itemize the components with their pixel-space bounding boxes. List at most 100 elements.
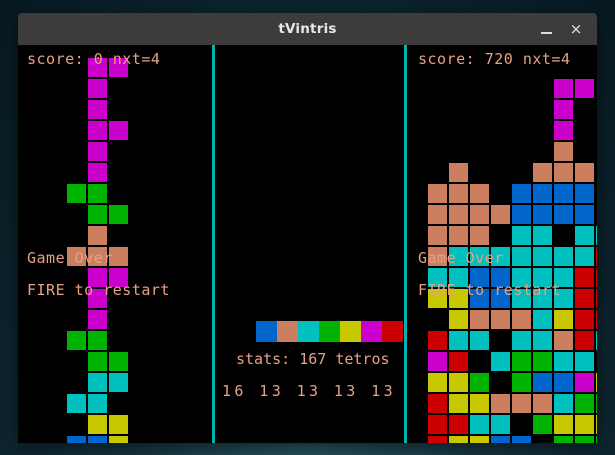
board-cell	[448, 351, 469, 372]
board-cell	[427, 246, 448, 267]
board-cell	[469, 435, 490, 443]
player-left-panel[interactable]: score: 0 nxt=4 Game Over FIRE to restart	[18, 45, 212, 443]
board-cell	[532, 246, 553, 267]
panel-divider-left	[212, 45, 215, 443]
board-cell	[574, 78, 595, 99]
board-cell	[87, 351, 108, 372]
board-cell	[532, 288, 553, 309]
stats-counts: 16 13 13 13 13 11 17	[222, 382, 397, 400]
board-cell	[553, 372, 574, 393]
board-cell	[87, 183, 108, 204]
player-right-restart-prompt: FIRE to restart	[418, 281, 561, 299]
board-cell	[66, 393, 87, 414]
board-cell	[108, 57, 129, 78]
board-cell	[595, 267, 597, 288]
board-cell	[469, 414, 490, 435]
board-cell	[66, 183, 87, 204]
board-cell	[87, 246, 108, 267]
player-right-game-over: Game Over	[418, 249, 504, 267]
tetromino-swatch	[340, 321, 361, 342]
board-cell	[108, 351, 129, 372]
board-cell	[532, 330, 553, 351]
tetromino-swatch	[319, 321, 340, 342]
board-cell	[469, 183, 490, 204]
board-cell	[427, 414, 448, 435]
board-cell	[427, 393, 448, 414]
close-button[interactable]: ×	[563, 13, 589, 45]
board-cell	[448, 204, 469, 225]
board-cell	[574, 414, 595, 435]
board-cell	[87, 204, 108, 225]
board-cell	[66, 246, 87, 267]
board-cell	[448, 267, 469, 288]
board-cell	[574, 162, 595, 183]
board-cell	[574, 393, 595, 414]
board-cell	[511, 246, 532, 267]
board-cell	[532, 162, 553, 183]
board-cell	[469, 246, 490, 267]
board-cell	[448, 225, 469, 246]
player-right-panel[interactable]: score: 720 nxt=4 Game Over FIRE to resta…	[409, 45, 597, 443]
board-cell	[511, 309, 532, 330]
board-cell	[553, 183, 574, 204]
board-cell	[574, 309, 595, 330]
board-cell	[532, 204, 553, 225]
tetromino-swatch	[298, 321, 319, 342]
board-cell	[553, 351, 574, 372]
board-cell	[595, 288, 597, 309]
board-cell	[595, 330, 597, 351]
player-left-game-over: Game Over	[27, 249, 113, 267]
board-cell	[469, 330, 490, 351]
board-cell	[553, 288, 574, 309]
board-cell	[511, 267, 532, 288]
board-cell	[427, 372, 448, 393]
board-cell	[553, 435, 574, 443]
tetromino-color-legend	[256, 321, 403, 342]
board-cell	[108, 120, 129, 141]
window-titlebar[interactable]: tVintris ×	[18, 13, 597, 45]
board-cell	[87, 99, 108, 120]
board-cell	[511, 372, 532, 393]
player-left-score: score: 0 nxt=4	[27, 50, 161, 68]
board-cell	[427, 351, 448, 372]
player-left-restart-prompt: FIRE to restart	[27, 281, 170, 299]
board-cell	[574, 330, 595, 351]
board-cell	[490, 414, 511, 435]
board-cell	[427, 225, 448, 246]
board-cell	[553, 267, 574, 288]
board-cell	[553, 99, 574, 120]
board-cell	[448, 246, 469, 267]
board-cell	[427, 183, 448, 204]
board-cell	[427, 330, 448, 351]
board-cell	[108, 414, 129, 435]
board-cell	[469, 225, 490, 246]
board-cell	[469, 204, 490, 225]
board-cell	[532, 372, 553, 393]
board-cell	[108, 204, 129, 225]
board-cell	[87, 288, 108, 309]
board-cell	[553, 78, 574, 99]
board-cell	[553, 330, 574, 351]
board-cell	[490, 393, 511, 414]
board-cell	[427, 288, 448, 309]
board-cell	[574, 435, 595, 443]
board-cell	[532, 309, 553, 330]
close-icon: ×	[569, 20, 583, 38]
minimize-button[interactable]	[533, 13, 559, 45]
tetromino-swatch	[256, 321, 277, 342]
board-cell	[532, 183, 553, 204]
board-cell	[532, 267, 553, 288]
player-right-score: score: 720 nxt=4	[418, 50, 571, 68]
board-cell	[553, 204, 574, 225]
minimize-icon	[540, 31, 552, 34]
board-cell	[553, 246, 574, 267]
board-cell	[427, 267, 448, 288]
tetromino-swatch	[361, 321, 382, 342]
board-cell	[108, 246, 129, 267]
board-cell	[469, 372, 490, 393]
board-cell	[87, 372, 108, 393]
board-cell	[574, 225, 595, 246]
board-cell	[595, 393, 597, 414]
board-cell	[87, 78, 108, 99]
board-cell	[87, 309, 108, 330]
